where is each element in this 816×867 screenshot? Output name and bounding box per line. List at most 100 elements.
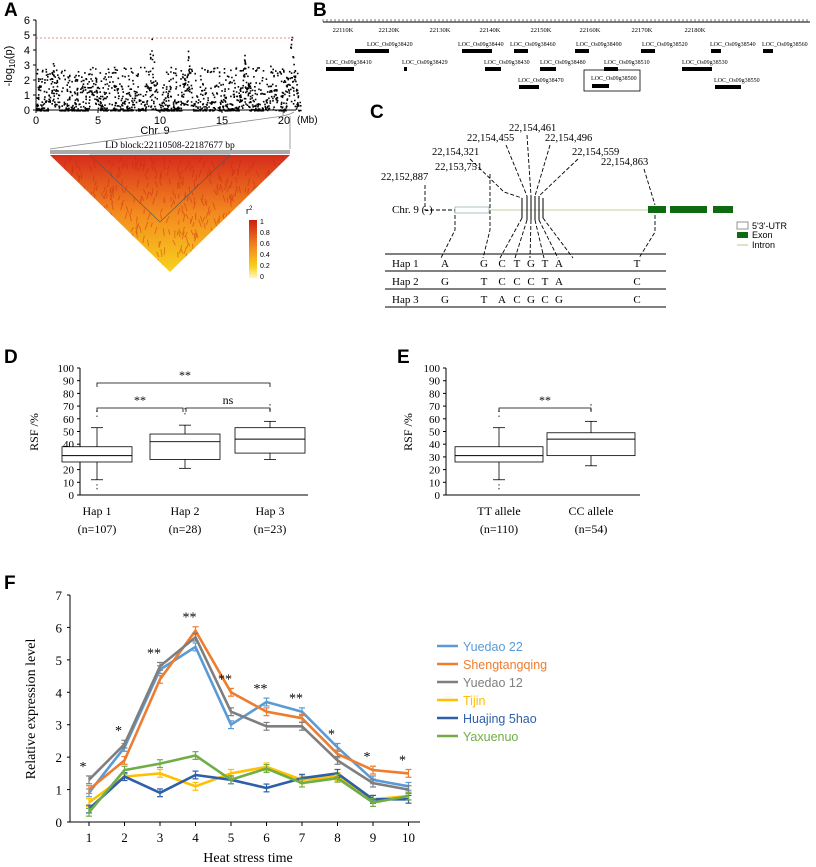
candidate-gene-box bbox=[583, 69, 641, 92]
snp-connector bbox=[542, 217, 574, 259]
a-y-tick-label: 6 bbox=[24, 15, 30, 27]
box-outlier bbox=[96, 415, 98, 418]
f-x-tick-label: 6 bbox=[263, 830, 270, 845]
gene-label: LOC_Os09g38430 bbox=[484, 60, 530, 66]
gene-bar bbox=[715, 85, 741, 89]
f-x-tick-label: 2 bbox=[121, 830, 128, 845]
a-y-tick-label: 4 bbox=[24, 45, 30, 57]
box-iqr bbox=[546, 432, 636, 457]
gene-bar bbox=[514, 49, 528, 53]
series-line-yuedao-22 bbox=[87, 645, 409, 794]
ld-heatmap bbox=[50, 155, 290, 272]
gene-exon-1 bbox=[648, 206, 666, 213]
box-outlier bbox=[96, 483, 98, 486]
y-tick-label: 40 bbox=[429, 439, 441, 451]
snp-connector bbox=[638, 215, 656, 259]
hap-allele: A bbox=[555, 258, 563, 270]
hap-allele: C bbox=[498, 276, 505, 288]
y-tick-label: 10 bbox=[63, 477, 75, 489]
f-y-tick-label: 2 bbox=[56, 750, 63, 765]
y-tick-label: 90 bbox=[63, 376, 75, 388]
hap-allele: G bbox=[441, 294, 449, 306]
a-x-tick-label: 5 bbox=[95, 115, 101, 127]
box-iqr bbox=[61, 446, 133, 463]
f-y-tick-label: 1 bbox=[56, 783, 63, 798]
a-x-tick-label: 10 bbox=[154, 115, 166, 127]
y-tick-label: 60 bbox=[63, 414, 75, 426]
box-outlier bbox=[184, 407, 186, 410]
panel-label-f: F bbox=[4, 573, 16, 594]
f-x-tick-label: 3 bbox=[157, 830, 164, 845]
gene-exon-3 bbox=[713, 206, 733, 213]
legend-intron-label: Intron bbox=[752, 240, 775, 250]
legend-utr-swatch bbox=[736, 221, 749, 230]
a-x-unit: (Mb) bbox=[297, 115, 318, 126]
gene-label: LOC_Os09g38550 bbox=[714, 78, 760, 84]
hap-allele: A bbox=[441, 258, 449, 270]
gene-bar bbox=[592, 84, 609, 88]
f-y-tick-label: 7 bbox=[56, 588, 63, 603]
y-tick-label: 80 bbox=[63, 388, 75, 400]
y-tick-label: 100 bbox=[424, 363, 441, 375]
f-x-tick-label: 7 bbox=[299, 830, 306, 845]
r2-legend-bar bbox=[249, 220, 257, 278]
box-outlier bbox=[269, 403, 271, 406]
hap-allele: T bbox=[481, 294, 488, 306]
gene-bar bbox=[355, 49, 389, 53]
c-chrom-label: Chr. 9 (-) bbox=[392, 204, 433, 216]
b-scale-label: 22160K bbox=[580, 27, 601, 34]
r2-legend-tick: 0 bbox=[260, 274, 264, 281]
gene-bar bbox=[485, 67, 501, 71]
f-x-tick-label: 4 bbox=[192, 830, 199, 845]
y-tick-label: 20 bbox=[63, 465, 75, 477]
gene-bar bbox=[711, 49, 721, 53]
snp-position-label: 22,154,461 bbox=[509, 123, 556, 134]
significance-marker: * bbox=[364, 750, 371, 765]
gene-bar bbox=[326, 67, 354, 71]
group-label: Hap 3 bbox=[256, 504, 285, 518]
panel-label-a: A bbox=[4, 0, 18, 21]
box-outlier bbox=[498, 487, 500, 490]
gene-bar bbox=[540, 67, 556, 71]
gene-label: LOC_Os09g38510 bbox=[604, 60, 650, 66]
f-y-tick-label: 5 bbox=[56, 653, 63, 668]
gene-bar bbox=[763, 49, 773, 53]
snp-connector bbox=[538, 158, 579, 197]
gene-label: LOC_Os09g38460 bbox=[510, 42, 556, 48]
f-y-tick-label: 0 bbox=[56, 815, 63, 830]
gene-label: LOC_Os09g38410 bbox=[326, 60, 372, 66]
gene-bar bbox=[641, 49, 655, 53]
series-line-yuedao-12 bbox=[88, 635, 409, 791]
gene-label: LOC_Os09g38440 bbox=[458, 42, 504, 48]
b-scale-label: 22140K bbox=[480, 27, 501, 34]
significance-marker: * bbox=[399, 753, 406, 768]
box-outlier bbox=[498, 483, 500, 486]
hap-allele: T bbox=[542, 258, 549, 270]
d-sig-label: ** bbox=[179, 368, 191, 382]
box-outlier bbox=[96, 487, 98, 490]
snp-connector bbox=[643, 168, 656, 206]
e-sig-label: ** bbox=[539, 393, 551, 407]
legend-label: Yuedao 22 bbox=[463, 640, 523, 654]
hap-allele: G bbox=[527, 258, 535, 270]
hap-allele: G bbox=[527, 294, 535, 306]
gene-label: LOC_Os09g38490 bbox=[576, 42, 622, 48]
y-tick-label: 40 bbox=[63, 439, 75, 451]
y-tick-label: 20 bbox=[429, 465, 441, 477]
snp-connector bbox=[482, 174, 491, 259]
a-x-tick-label: 0 bbox=[33, 115, 39, 127]
d-sig-label: ** bbox=[134, 393, 146, 407]
significance-marker: ** bbox=[183, 611, 197, 626]
snp-position-label: 22,154,496 bbox=[545, 133, 592, 144]
legend-label: Yaxuenuo bbox=[463, 730, 518, 744]
group-n-label: (n=107) bbox=[78, 522, 117, 536]
group-n-label: (n=28) bbox=[169, 522, 202, 536]
gene-label: LOC_Os09g38500 bbox=[591, 76, 637, 82]
y-tick-label: 60 bbox=[429, 414, 441, 426]
f-y-tick-label: 6 bbox=[56, 620, 63, 635]
significance-marker: * bbox=[80, 760, 87, 775]
d-sig-bracket-1-3 bbox=[96, 382, 271, 387]
